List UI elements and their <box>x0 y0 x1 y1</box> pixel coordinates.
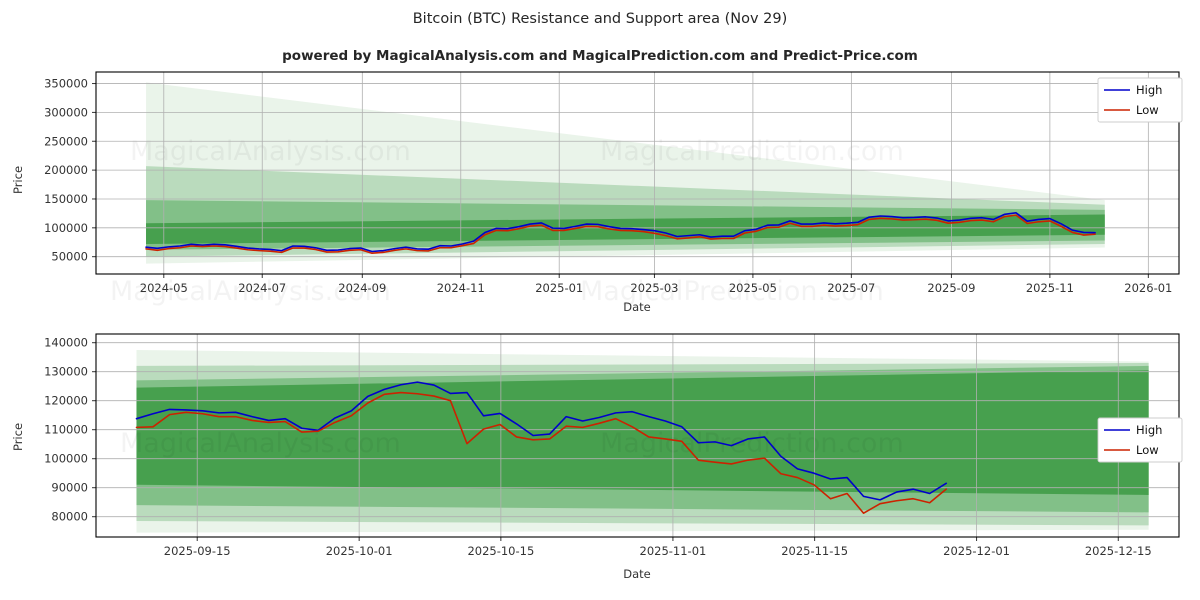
x-tick-label: 2025-09-15 <box>164 544 231 558</box>
axes-spines-overview <box>92 71 1180 278</box>
gridlines-overview <box>96 72 1179 274</box>
chart-zoom: MagicalAnalysis.com MagicalPrediction.co… <box>11 333 1183 581</box>
y-axis-label: Price <box>11 423 25 451</box>
legend-label-high: High <box>1136 423 1162 437</box>
legend-background <box>1097 417 1183 463</box>
x-tick-label: 2025-10-15 <box>467 544 534 558</box>
band-area-zoom <box>136 349 1149 533</box>
watermark-group-zoom: MagicalAnalysis.com MagicalPrediction.co… <box>120 428 904 459</box>
y-tick-label: 150000 <box>44 192 88 206</box>
x-tick-label: 2025-11-15 <box>781 544 848 558</box>
x-tick-label: 2026-01 <box>1124 281 1172 295</box>
y-tick-label: 140000 <box>44 336 88 350</box>
y-tick-label: 50000 <box>51 250 88 264</box>
series-line-high <box>145 212 1096 253</box>
y-tick-label: 110000 <box>44 423 88 437</box>
legend-overview[interactable]: High Low <box>1097 77 1183 123</box>
tick-labels-zoom: 80000 90000 100000 110000 120000 130000 140000… <box>44 336 1152 558</box>
tick-labels-overview: 50000 100000 150000 200000 250000 300000 35000… <box>44 77 1172 295</box>
watermark-prediction: MagicalPrediction.com <box>600 428 904 459</box>
y-tick-label: 130000 <box>44 365 88 379</box>
watermark-analysis: MagicalAnalysis.com <box>120 428 401 459</box>
y-tick-label: 100000 <box>44 221 88 235</box>
page-title: Bitcoin (BTC) Resistance and Support are… <box>413 11 788 27</box>
y-tick-label: 200000 <box>44 163 88 177</box>
y-tick-label: 100000 <box>44 452 88 466</box>
x-tick-label: 2025-09 <box>927 281 975 295</box>
chart-overview: MagicalAnalysis.com MagicalPrediction.co… <box>11 71 1183 314</box>
x-tick-label: 2025-10-01 <box>326 544 393 558</box>
plot-border <box>95 71 1180 275</box>
series-group-overview <box>145 212 1096 255</box>
y-tick-label: 250000 <box>44 134 88 148</box>
watermark-prediction: MagicalPrediction.com <box>600 136 904 167</box>
y-tick-label: 90000 <box>51 481 88 495</box>
series-line-high <box>135 381 948 501</box>
legend-zoom[interactable]: High Low <box>1097 417 1183 463</box>
page-subtitle: powered by MagicalAnalysis.com and Magic… <box>282 48 918 64</box>
legend-background <box>1097 77 1183 123</box>
x-tick-label: 2025-12-01 <box>943 544 1010 558</box>
x-tick-label: 2024-09 <box>338 281 386 295</box>
x-axis-label: Date <box>623 300 651 314</box>
x-tick-label: 2024-07 <box>238 281 286 295</box>
x-axis-label: Date <box>623 567 651 581</box>
y-tick-label: 350000 <box>44 77 88 91</box>
series-group-zoom <box>135 381 948 515</box>
y-axis-label: Price <box>11 166 25 194</box>
x-tick-label: 2025-12-15 <box>1085 544 1152 558</box>
y-tick-label: 120000 <box>44 394 88 408</box>
legend-label-low: Low <box>1136 443 1159 457</box>
x-tick-label: 2025-11-01 <box>640 544 707 558</box>
watermark-prediction: MagicalPrediction.com <box>580 276 884 307</box>
legend-label-high: High <box>1136 83 1162 97</box>
series-line-low <box>145 214 1096 255</box>
legend-label-low: Low <box>1136 103 1159 117</box>
watermark-analysis: MagicalAnalysis.com <box>130 136 411 167</box>
gridlines-zoom <box>96 334 1179 537</box>
x-tick-label: 2025-01 <box>535 281 583 295</box>
x-tick-label: 2025-07 <box>827 281 875 295</box>
watermark-analysis: MagicalAnalysis.com <box>110 276 391 307</box>
x-tick-label: 2024-05 <box>140 281 188 295</box>
x-tick-label: 2024-11 <box>437 281 485 295</box>
x-tick-label: 2025-11 <box>1026 281 1074 295</box>
x-tick-label: 2025-03 <box>630 281 678 295</box>
series-line-low <box>135 391 948 515</box>
y-tick-label: 300000 <box>44 105 88 119</box>
y-tick-label: 80000 <box>51 510 88 524</box>
x-tick-label: 2025-05 <box>729 281 777 295</box>
